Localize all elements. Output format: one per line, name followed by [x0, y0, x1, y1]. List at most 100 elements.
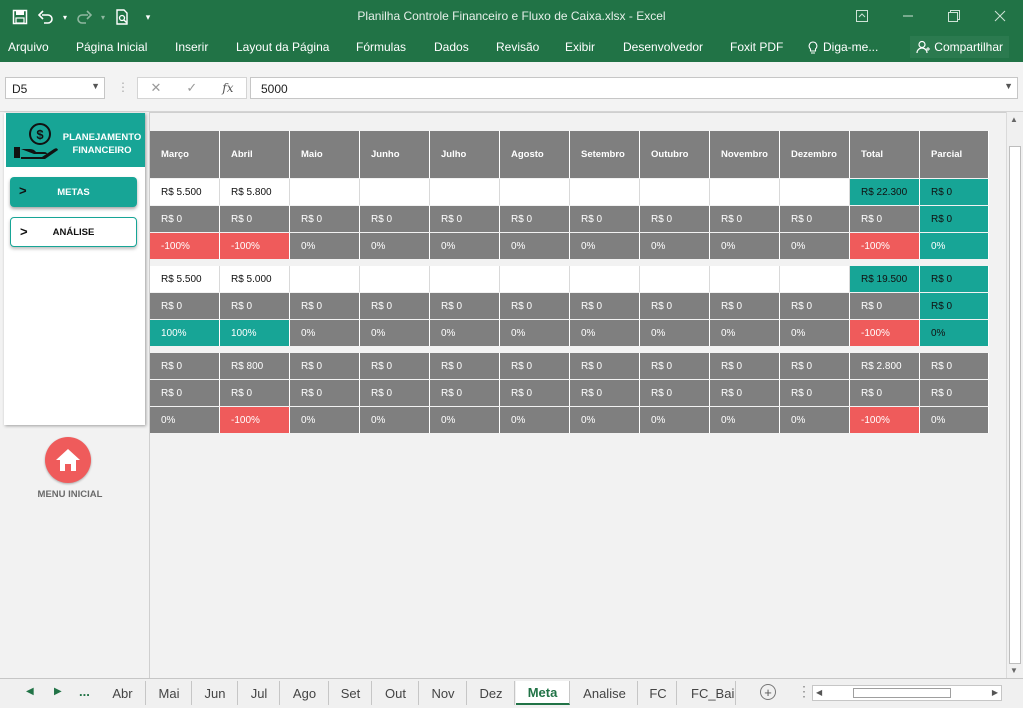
table-cell[interactable]: R$ 0: [500, 380, 570, 406]
home-button[interactable]: [45, 437, 91, 483]
table-cell[interactable]: R$ 0: [850, 206, 920, 232]
table-cell[interactable]: -100%: [220, 407, 290, 433]
table-cell[interactable]: R$ 0: [640, 353, 710, 379]
expand-formula-bar-icon[interactable]: ▼: [1004, 81, 1013, 91]
table-cell[interactable]: R$ 0: [360, 293, 430, 319]
table-cell[interactable]: R$ 0: [640, 206, 710, 232]
restore-icon[interactable]: [931, 0, 977, 32]
table-cell[interactable]: 0%: [710, 233, 780, 259]
table-cell[interactable]: R$ 0: [360, 380, 430, 406]
table-cell[interactable]: 0%: [360, 407, 430, 433]
sheet-tab-jun[interactable]: Jun: [193, 681, 238, 705]
sheet-tab-set[interactable]: Set: [330, 681, 372, 705]
table-cell[interactable]: 0%: [640, 320, 710, 346]
table-cell[interactable]: R$ 0: [640, 293, 710, 319]
table-cell[interactable]: R$ 0: [430, 380, 500, 406]
table-cell[interactable]: R$ 0: [920, 380, 989, 406]
sheet-tab-out[interactable]: Out: [373, 681, 419, 705]
sheet-tab-jul[interactable]: Jul: [239, 681, 280, 705]
table-cell[interactable]: [500, 266, 570, 292]
table-cell[interactable]: R$ 5.800: [220, 179, 290, 205]
scroll-right-icon[interactable]: ▶: [991, 688, 998, 697]
save-icon[interactable]: [8, 5, 32, 29]
redo-dropdown-icon[interactable]: ▾: [100, 12, 105, 22]
table-cell[interactable]: R$ 0: [850, 380, 920, 406]
sheet-tab-ago[interactable]: Ago: [281, 681, 329, 705]
column-header[interactable]: Agosto: [500, 131, 570, 178]
tab-exibir[interactable]: Exibir: [565, 40, 596, 54]
table-cell[interactable]: R$ 0: [920, 353, 989, 379]
column-header[interactable]: Outubro: [640, 131, 710, 178]
table-cell[interactable]: R$ 0: [920, 293, 989, 319]
table-cell[interactable]: R$ 0: [150, 380, 220, 406]
table-cell[interactable]: R$ 0: [780, 206, 850, 232]
table-cell[interactable]: [640, 179, 710, 205]
table-cell[interactable]: 0%: [640, 233, 710, 259]
redo-icon[interactable]: [72, 5, 96, 29]
table-cell[interactable]: R$ 0: [150, 206, 220, 232]
tab-pagina-inicial[interactable]: Página Inicial: [76, 40, 148, 54]
table-cell[interactable]: -100%: [220, 233, 290, 259]
tab-revisao[interactable]: Revisão: [496, 40, 540, 54]
table-cell[interactable]: R$ 0: [710, 353, 780, 379]
table-cell[interactable]: R$ 0: [500, 353, 570, 379]
table-cell[interactable]: [780, 179, 850, 205]
table-cell[interactable]: R$ 22.300: [850, 179, 920, 205]
table-cell[interactable]: R$ 0: [780, 380, 850, 406]
table-cell[interactable]: 0%: [640, 407, 710, 433]
table-cell[interactable]: R$ 5.500: [150, 266, 220, 292]
close-icon[interactable]: [977, 0, 1023, 32]
table-cell[interactable]: R$ 0: [430, 206, 500, 232]
table-cell[interactable]: R$ 0: [430, 293, 500, 319]
table-cell[interactable]: R$ 0: [430, 353, 500, 379]
table-cell[interactable]: [780, 266, 850, 292]
tabs-splitter-icon[interactable]: ⋮: [797, 683, 811, 699]
table-cell[interactable]: 0%: [920, 233, 989, 259]
sheet-tab-analise[interactable]: Analise: [572, 681, 638, 705]
tab-foxit-pdf[interactable]: Foxit PDF: [730, 40, 784, 54]
tab-layout-da-pagina[interactable]: Layout da Página: [236, 40, 330, 54]
formula-input[interactable]: 5000 ▼: [250, 77, 1018, 99]
column-header[interactable]: Abril: [220, 131, 290, 178]
enter-icon[interactable]: ✓: [186, 80, 198, 95]
table-cell[interactable]: R$ 0: [570, 380, 640, 406]
table-cell[interactable]: R$ 5.000: [220, 266, 290, 292]
table-cell[interactable]: 0%: [920, 320, 989, 346]
table-cell[interactable]: 0%: [430, 407, 500, 433]
table-cell[interactable]: R$ 0: [710, 380, 780, 406]
table-cell[interactable]: R$ 0: [220, 293, 290, 319]
table-cell[interactable]: 0%: [780, 233, 850, 259]
table-cell[interactable]: 0%: [150, 407, 220, 433]
tab-dados[interactable]: Dados: [434, 40, 469, 54]
table-cell[interactable]: 0%: [500, 407, 570, 433]
table-cell[interactable]: 0%: [290, 407, 360, 433]
table-cell[interactable]: 0%: [780, 407, 850, 433]
more-sheets-button[interactable]: ...: [79, 684, 90, 699]
print-preview-icon[interactable]: [110, 5, 134, 29]
table-cell[interactable]: R$ 0: [780, 353, 850, 379]
undo-dropdown-icon[interactable]: ▾: [62, 12, 67, 22]
customize-toolbar-icon[interactable]: ▾: [145, 11, 151, 22]
table-cell[interactable]: [500, 179, 570, 205]
table-cell[interactable]: [640, 266, 710, 292]
table-cell[interactable]: R$ 0: [500, 293, 570, 319]
table-cell[interactable]: [710, 179, 780, 205]
table-cell[interactable]: R$ 0: [640, 380, 710, 406]
table-cell[interactable]: R$ 0: [220, 380, 290, 406]
metas-button[interactable]: > METAS: [10, 177, 137, 207]
column-header[interactable]: Junho: [360, 131, 430, 178]
table-cell[interactable]: 0%: [500, 320, 570, 346]
column-header[interactable]: Parcial: [920, 131, 989, 178]
column-header[interactable]: Dezembro: [780, 131, 850, 178]
prev-sheet-icon[interactable]: ◀: [26, 686, 34, 697]
column-header[interactable]: Julho: [430, 131, 500, 178]
table-cell[interactable]: [430, 179, 500, 205]
cancel-icon[interactable]: ✕: [150, 80, 162, 95]
sheet-tab-meta[interactable]: Meta: [516, 681, 570, 705]
table-cell[interactable]: R$ 0: [150, 293, 220, 319]
table-cell[interactable]: R$ 0: [290, 293, 360, 319]
next-sheet-icon[interactable]: ▶: [54, 686, 62, 697]
insert-function-icon[interactable]: fx: [222, 81, 234, 95]
table-cell[interactable]: 0%: [360, 233, 430, 259]
share-button[interactable]: Compartilhar: [910, 36, 1009, 58]
